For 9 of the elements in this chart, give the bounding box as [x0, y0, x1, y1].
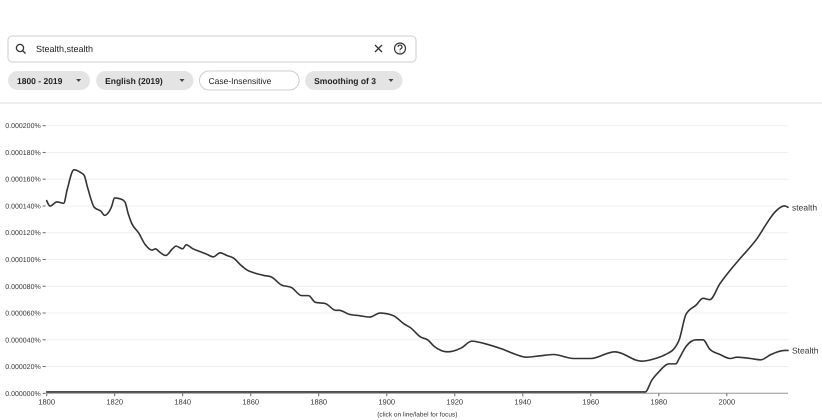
text: Smoothing of 3 [314, 76, 376, 86]
text: English (2019) [105, 76, 163, 86]
series-label: stealth [792, 202, 818, 212]
series-label: Stealth [792, 345, 819, 356]
line-series [46, 338, 789, 393]
text: Stealth,stealth [36, 44, 94, 54]
text: 1800 - 2019 [17, 76, 63, 86]
line-series [46, 169, 789, 362]
text: Case-Insensitive [208, 76, 272, 86]
